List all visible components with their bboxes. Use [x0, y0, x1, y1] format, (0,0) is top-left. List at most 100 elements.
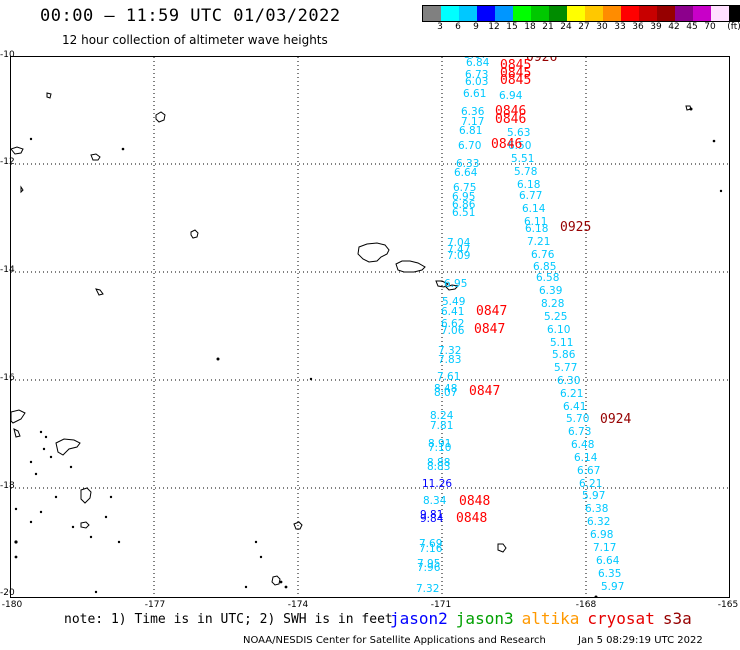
pass-time-label: 0848 [459, 494, 491, 509]
longitude-label: -168 [575, 600, 597, 610]
color-swatch [675, 6, 693, 21]
color-swatch [513, 6, 531, 21]
wave-height-value: 6.84 [466, 57, 490, 69]
wave-height-value: 6.85 [533, 261, 557, 273]
wave-height-value: 6.48 [571, 439, 595, 451]
pass-time-label: 0925 [560, 220, 592, 235]
island-m [435, 280, 449, 288]
latitude-label: -10 [0, 50, 15, 60]
wave-height-value: 6.39 [539, 285, 563, 297]
legend-item-jason3: jason3 [455, 609, 514, 628]
color-scale-label: 42 [668, 22, 680, 32]
pass-time-label: 0847 [469, 384, 501, 399]
wave-height-value: 8.24 [430, 410, 454, 422]
wave-height-value: 6.61 [463, 88, 487, 100]
latitude-label: -20 [0, 588, 15, 598]
island-k [293, 521, 303, 530]
color-scale-label: 70 [704, 22, 716, 32]
wave-height-value: 5.11 [550, 337, 574, 349]
latitude-label: -14 [0, 265, 15, 275]
island-e [46, 92, 52, 99]
wave-height-value: 8.34 [423, 495, 447, 507]
wave-height-value: 6.70 [458, 140, 482, 152]
color-swatch [477, 6, 495, 21]
island-j [80, 521, 90, 529]
island-b [190, 229, 199, 239]
wave-height-value: 7.04 [447, 237, 471, 249]
legend-item-jason2: jason2 [390, 609, 448, 628]
island-l [497, 543, 507, 553]
wave-height-value: 6.35 [598, 568, 622, 580]
longitude-label: -174 [287, 600, 309, 610]
island-d [90, 153, 101, 161]
color-swatch [459, 6, 477, 21]
color-swatch [657, 6, 675, 21]
wave-height-value: 6.41 [563, 401, 587, 413]
wave-height-value: 6.94 [499, 90, 523, 102]
pass-time-label: 0926 [526, 56, 558, 65]
color-swatch [423, 6, 441, 21]
wave-height-value: 7.32 [438, 345, 462, 357]
color-swatch [639, 6, 657, 21]
color-scale-label: 39 [650, 22, 662, 32]
wave-height-value: 9.81 [420, 509, 444, 521]
wave-height-value: 6.32 [587, 516, 611, 528]
wave-height-value: 7.17 [461, 116, 485, 128]
wave-height-value: 9.84 [420, 513, 444, 525]
pass-time-label: 0846 [491, 137, 523, 152]
wave-height-value: 5.86 [552, 349, 576, 361]
wave-height-value: 6.76 [531, 249, 555, 261]
color-swatch [531, 6, 549, 21]
pass-time-label: 0845 [500, 58, 532, 73]
color-scale-label: 36 [632, 22, 644, 32]
map-graphics [11, 57, 729, 597]
color-scale-bar [422, 5, 740, 22]
wave-height-value: 7.81 [430, 420, 454, 432]
wave-height-value: 5.77 [554, 362, 578, 374]
wave-height-value: 6.58 [536, 272, 560, 284]
island-p [20, 185, 24, 194]
wave-height-value: 6.21 [579, 478, 603, 490]
wave-height-value: 6.10 [547, 324, 571, 336]
wave-height-value: 6.18 [517, 179, 541, 191]
wave-height-value: 7.69 [419, 538, 443, 550]
color-swatch [621, 6, 639, 21]
color-scale-label: 21 [542, 22, 554, 32]
wave-height-value: 6.14 [522, 203, 546, 215]
wave-height-value: 6.50 [508, 140, 532, 152]
wave-height-value: 6.36 [461, 106, 485, 118]
pass-time-label: 0848 [456, 511, 488, 526]
wave-height-value: 5.51 [511, 153, 535, 165]
wave-height-value: 6.98 [590, 529, 614, 541]
latitude-label: -16 [0, 373, 15, 383]
legend-item-s3a: s3a [662, 609, 692, 628]
island-i [80, 487, 92, 504]
page-title: 00:00 — 11:59 UTC 01/03/2022 [40, 6, 341, 26]
wave-height-value: 6.33 [456, 158, 480, 170]
color-swatch [567, 6, 585, 21]
island-c [95, 288, 104, 296]
wave-height-value: 7.47 [447, 244, 471, 256]
wave-height-value: 8.28 [541, 298, 565, 310]
latitude-label: -12 [0, 157, 15, 167]
pass-time-label: 0846 [495, 104, 527, 119]
wave-height-value: 5.25 [544, 311, 568, 323]
wave-height-value: 6.73 [465, 69, 489, 81]
island-n [271, 575, 281, 586]
wave-height-value: 6.11 [524, 216, 548, 228]
wave-height-value: 6.95 [452, 191, 476, 203]
longitude-label: -165 [717, 600, 739, 610]
color-scale-label: (ft) [727, 22, 740, 32]
color-swatch [693, 6, 711, 21]
page-subtitle: 12 hour collection of altimeter wave hei… [62, 33, 328, 47]
island-savaii [357, 242, 390, 263]
pass-time-label: 0847 [476, 304, 508, 319]
color-scale-label: 24 [560, 22, 572, 32]
wave-height-value: 7.10 [428, 442, 452, 454]
graticule [11, 57, 729, 597]
map-area: 5.676.846.736.036.616.946.367.176.815.63… [10, 56, 730, 598]
wave-height-value: 7.16 [419, 543, 443, 555]
wave-height-value: 6.64 [454, 167, 478, 179]
credit-text: NOAA/NESDIS Center for Satellite Applica… [243, 635, 546, 646]
wave-height-value: 7.21 [527, 236, 551, 248]
